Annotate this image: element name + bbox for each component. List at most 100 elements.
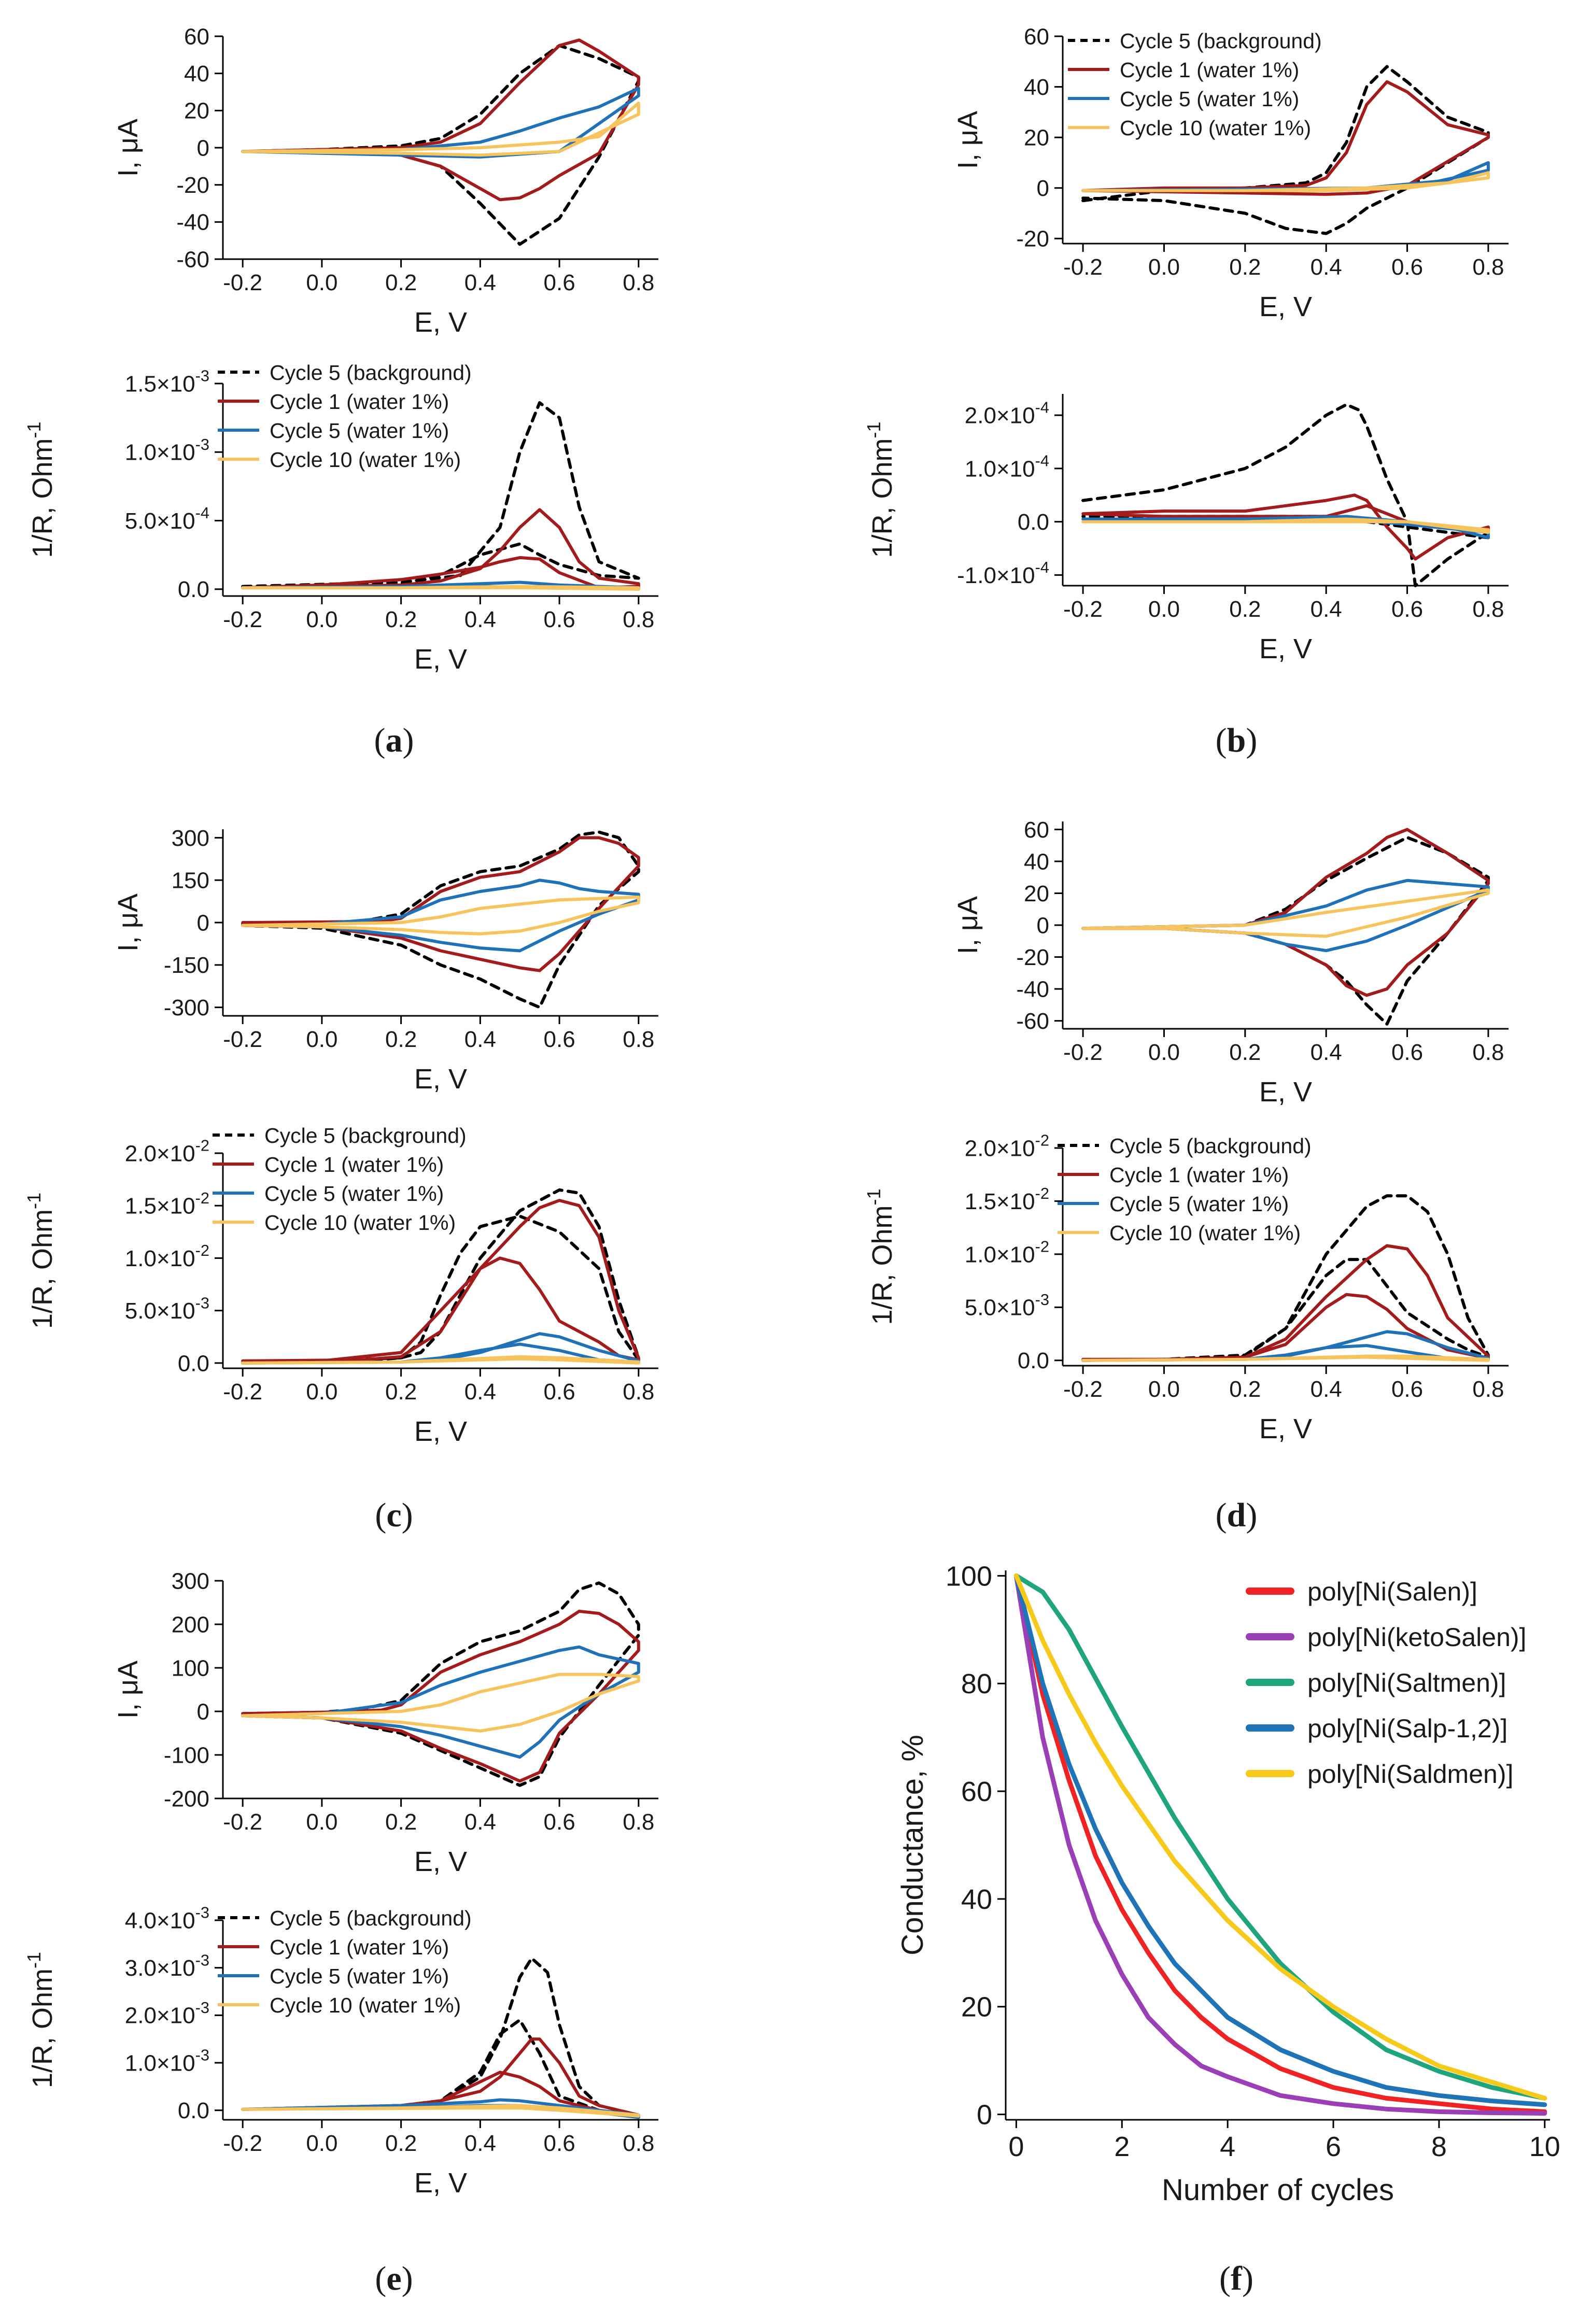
y-tick-mantissa: 2.0×10 bbox=[125, 2003, 195, 2029]
y-tick-label: 4.0×10-3 bbox=[125, 1904, 209, 1934]
panel-label-open: ( bbox=[374, 721, 386, 759]
chart-b-current: -0.2 0.0 0.2 0.4 0.6 0.8 60 40 20 0 -20 E, V I, μA Cy… bbox=[952, 24, 1509, 322]
x-tick-label: 0.4 bbox=[1311, 254, 1342, 280]
y-axis-label-text: I, bbox=[112, 153, 144, 177]
y-tick-label: 20 bbox=[1024, 881, 1049, 906]
y-axis-label: I, μA bbox=[112, 1661, 144, 1719]
legend-label: Cycle 1 (water 1%) bbox=[1109, 1163, 1289, 1187]
series-line-cycle1 bbox=[241, 2037, 640, 2118]
x-tick-label: 0.4 bbox=[464, 270, 496, 295]
x-axis-label: E, V bbox=[414, 2167, 467, 2199]
legend: Cycle 5 (background) Cycle 1 (water 1%) Cy… bbox=[218, 361, 472, 472]
y-axis-label: Conductance, % bbox=[896, 1735, 929, 1955]
series-line-cycle1 bbox=[241, 38, 640, 202]
series-line-cycle1 bbox=[241, 508, 640, 590]
x-tick-label: -0.2 bbox=[1063, 254, 1103, 280]
chart-c-current: -0.2 0.0 0.2 0.4 0.6 0.8 300 150 0 -150 -300 E, V I,… bbox=[112, 826, 658, 1095]
y-tick-label: -200 bbox=[164, 1786, 209, 1811]
y-tick-mantissa: 2.0×10 bbox=[125, 1141, 195, 1166]
y-axis-label-superscript: -1 bbox=[863, 421, 884, 438]
panel-label-open: ( bbox=[1219, 2260, 1231, 2298]
y-axis-label-superscript: -1 bbox=[23, 421, 45, 438]
chart-c-conduct: -0.2 0.0 0.2 0.4 0.6 0.82.0×10-21.5×10-21.0×1… bbox=[23, 1124, 658, 1447]
panel-label-letter: b bbox=[1227, 721, 1246, 759]
series-line-cycle5 bbox=[241, 878, 640, 953]
y-tick-mantissa: 0.0 bbox=[178, 1351, 209, 1376]
series-line-salen bbox=[1013, 1573, 1547, 2114]
y-tick-mantissa: 1.0×10 bbox=[965, 1242, 1035, 1267]
series-line-background bbox=[241, 1581, 640, 1787]
y-tick-label: 1.0×10-2 bbox=[125, 1241, 209, 1271]
y-tick-label: 60 bbox=[1024, 817, 1049, 843]
x-tick-label: 0.6 bbox=[544, 1027, 575, 1052]
y-axis-label: I, μA bbox=[952, 896, 983, 954]
chart-e-conduct: -0.2 0.0 0.2 0.4 0.6 0.84.0×10-33.0×10-32.0×1… bbox=[23, 1904, 658, 2199]
y-tick-label: 1.0×10-2 bbox=[965, 1237, 1049, 1267]
y-axis-label: 1/R, Ohm-1 bbox=[23, 1193, 58, 1329]
y-tick-label: -100 bbox=[164, 1742, 209, 1768]
x-tick-label: 0.2 bbox=[1229, 1377, 1261, 1402]
y-axis-label-text: 1/R, Ohm bbox=[27, 1968, 58, 2088]
chart-f: 0 2 4 6 8 10 100 80 60 40 20 0 Number of cycles Condu… bbox=[896, 1561, 1560, 2207]
x-tick-label: 0.4 bbox=[464, 607, 496, 632]
y-tick-label: 100 bbox=[946, 1561, 992, 1592]
panel-label-c: (c) bbox=[375, 1496, 413, 1534]
y-axis-label: 1/R, Ohm-1 bbox=[863, 1188, 898, 1325]
x-tick-label: 0.2 bbox=[1229, 597, 1261, 622]
x-tick-label: 0.2 bbox=[385, 1379, 417, 1405]
legend-label: Cycle 1 (water 1%) bbox=[1120, 58, 1299, 82]
y-tick-exponent: -4 bbox=[195, 504, 209, 522]
panel-label-close: ) bbox=[1242, 2260, 1253, 2298]
x-tick-label: 2 bbox=[1114, 2131, 1130, 2162]
legend-label: poly[Ni(ketoSalen)] bbox=[1307, 1623, 1526, 1652]
x-tick-label: 0.6 bbox=[1391, 597, 1423, 622]
y-axis-label-unit: A bbox=[952, 896, 983, 915]
y-axis-label-text: Conductance, % bbox=[896, 1735, 929, 1955]
y-axis-label: 1/R, Ohm-1 bbox=[23, 1952, 58, 2088]
legend-label: Cycle 10 (water 1%) bbox=[270, 448, 461, 472]
y-tick-exponent: -3 bbox=[195, 1904, 209, 1922]
y-tick-mantissa: 2.0×10 bbox=[965, 1136, 1035, 1161]
y-tick-label: 2.0×10-4 bbox=[965, 399, 1049, 429]
panel-label-open: ( bbox=[375, 1496, 386, 1534]
y-tick-label: 2.0×10-2 bbox=[965, 1131, 1049, 1161]
chart-e-current: -0.2 0.0 0.2 0.4 0.6 0.8 300 200 100 0 -100 -200 E, … bbox=[112, 1568, 658, 1877]
series-line-cycle10 bbox=[241, 2104, 640, 2118]
x-tick-label: 0.0 bbox=[1148, 1377, 1180, 1402]
x-tick-label: 0.8 bbox=[623, 1809, 654, 1835]
series-line-cycle10 bbox=[241, 102, 640, 157]
y-axis-label-text: I, bbox=[952, 931, 983, 954]
x-axis-label: E, V bbox=[414, 1416, 467, 1447]
legend-label: Cycle 5 (water 1%) bbox=[270, 419, 449, 443]
panel-label-open: ( bbox=[1216, 721, 1227, 759]
y-tick-label: 20 bbox=[184, 98, 209, 124]
series-line-salp bbox=[1013, 1573, 1547, 2107]
legend-label: poly[Ni(Saltmen)] bbox=[1307, 1668, 1506, 1697]
y-axis-label: 1/R, Ohm-1 bbox=[863, 421, 898, 558]
y-axis-label-text: I, bbox=[112, 928, 144, 952]
x-tick-label: 0.8 bbox=[1472, 1377, 1504, 1402]
y-tick-label: -60 bbox=[176, 247, 209, 272]
panel-label-letter: a bbox=[386, 721, 403, 759]
legend-label: Cycle 1 (water 1%) bbox=[270, 1935, 449, 1959]
series-line-cycle1 bbox=[241, 836, 640, 972]
x-axis-label: E, V bbox=[414, 1846, 467, 1877]
series-line-cycle5 bbox=[241, 1645, 640, 1759]
y-tick-label: -40 bbox=[1016, 976, 1049, 1002]
legend-label: Cycle 5 (background) bbox=[270, 1906, 472, 1930]
y-tick-mantissa: -1.0×10 bbox=[957, 563, 1035, 588]
y-tick-label: 0.0 bbox=[1018, 1348, 1049, 1373]
y-tick-label: 80 bbox=[961, 1668, 992, 1699]
y-axis-label-text: I, bbox=[112, 1695, 144, 1719]
y-axis-label-unit: A bbox=[112, 119, 144, 137]
legend-label: Cycle 10 (water 1%) bbox=[270, 1993, 461, 2017]
y-tick-label: 1.0×10-3 bbox=[125, 435, 209, 465]
y-tick-label: 300 bbox=[172, 826, 209, 851]
legend-label: Cycle 10 (water 1%) bbox=[264, 1211, 456, 1235]
x-tick-label: 0.4 bbox=[1311, 1377, 1342, 1402]
y-axis-label-mu: μ bbox=[952, 915, 983, 931]
legend: Cycle 5 (background) Cycle 1 (water 1%) Cy… bbox=[1068, 29, 1322, 140]
y-tick-label: 1.0×10-4 bbox=[965, 451, 1049, 481]
y-axis-label-text: 1/R, Ohm bbox=[867, 1205, 898, 1325]
